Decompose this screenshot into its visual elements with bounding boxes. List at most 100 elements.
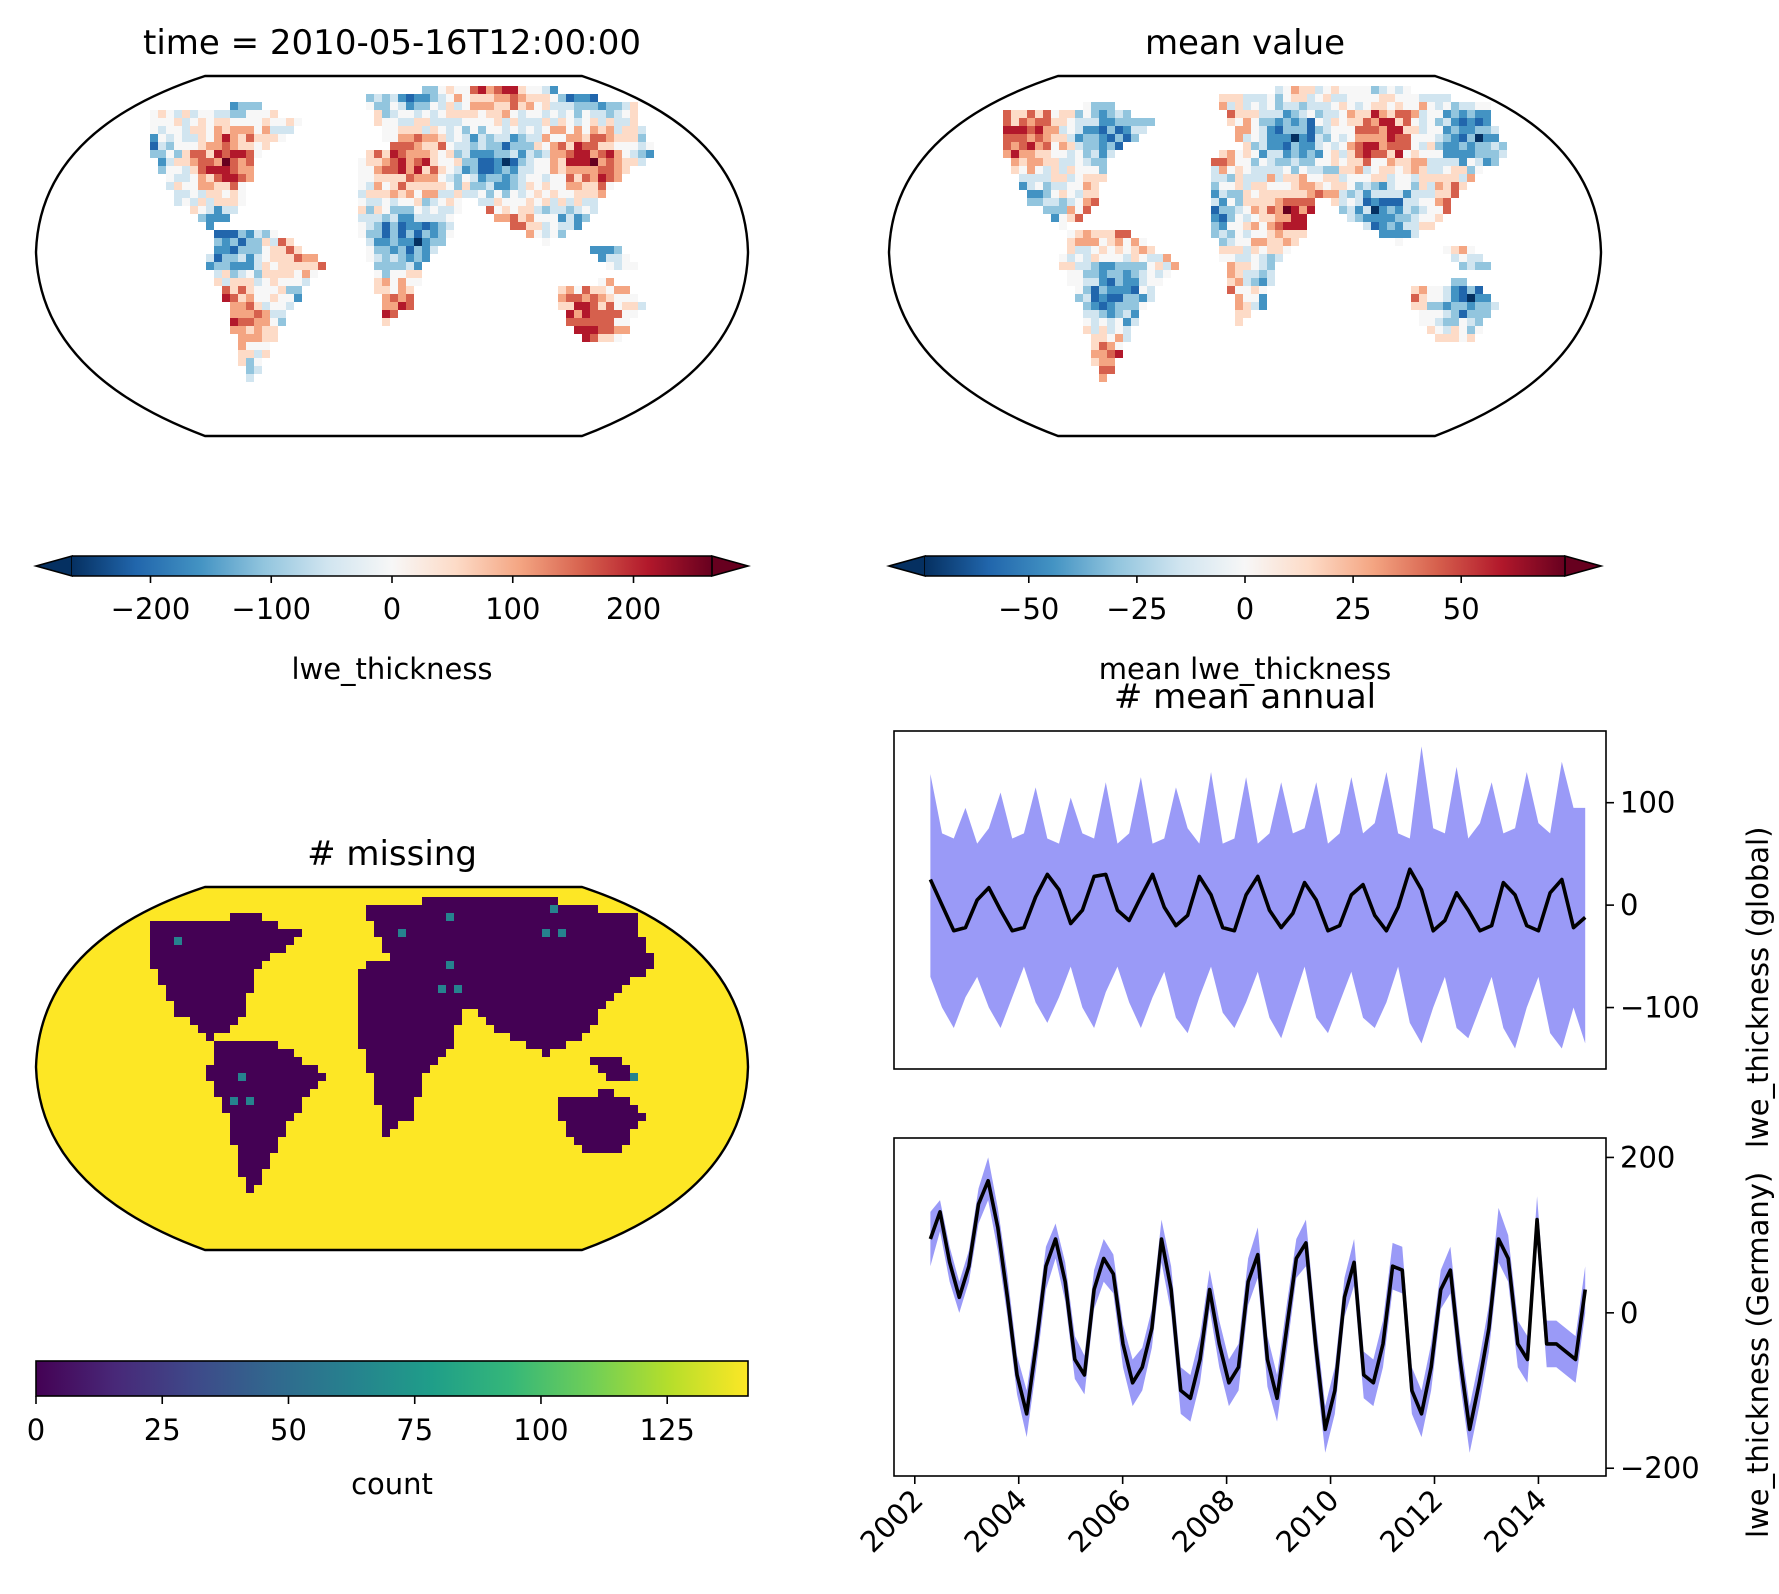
grid-cell — [1403, 102, 1411, 110]
grid-cell — [254, 961, 262, 969]
grid-cell — [1363, 86, 1371, 94]
grid-cell — [262, 286, 270, 294]
grid-cell — [302, 270, 310, 278]
grid-cell — [222, 945, 230, 953]
grid-cell — [174, 969, 182, 977]
grid-cell — [1291, 86, 1299, 94]
grid-cell — [1395, 166, 1403, 174]
grid-cell — [270, 1073, 278, 1081]
grid-cell — [206, 977, 214, 985]
grid-cell — [1395, 190, 1403, 198]
grid-cell — [246, 238, 254, 246]
grid-cell — [614, 334, 622, 342]
grid-cell — [502, 206, 510, 214]
grid-cell — [430, 913, 438, 921]
grid-cell — [190, 190, 198, 198]
grid-cell — [254, 142, 262, 150]
grid-cell — [246, 1113, 254, 1121]
grid-cell — [1339, 94, 1347, 102]
grid-cell — [1291, 102, 1299, 110]
grid-cell — [470, 118, 478, 126]
grid-cell — [1099, 158, 1107, 166]
grid-cell — [254, 246, 262, 254]
grid-cell — [1331, 142, 1339, 150]
grid-cell — [454, 913, 462, 921]
grid-cell — [494, 94, 502, 102]
grid-cell — [230, 977, 238, 985]
grid-cell — [494, 1009, 502, 1017]
grid-cell — [1379, 110, 1387, 118]
grid-cell — [542, 905, 550, 913]
grid-cell — [270, 1105, 278, 1113]
grid-cell — [550, 126, 558, 134]
grid-cell — [398, 246, 406, 254]
grid-cell — [1315, 142, 1323, 150]
grid-cell — [574, 110, 582, 118]
grid-cell — [238, 302, 246, 310]
colorbar-label: lwe_thickness — [291, 652, 492, 686]
grid-cell — [206, 1009, 214, 1017]
grid-cell — [230, 937, 238, 945]
grid-cell — [1211, 222, 1219, 230]
grid-cell — [1227, 222, 1235, 230]
grid-cell — [422, 182, 430, 190]
grid-cell — [606, 1113, 614, 1121]
grid-cell — [558, 945, 566, 953]
grid-cell — [166, 969, 174, 977]
grid-cell — [174, 953, 182, 961]
grid-cell — [598, 310, 606, 318]
grid-cell — [606, 294, 614, 302]
grid-cell — [198, 1001, 206, 1009]
mean-line — [928, 867, 1587, 933]
grid-cell — [582, 110, 590, 118]
grid-cell — [1459, 142, 1467, 150]
grid-cell — [494, 182, 502, 190]
grid-cell — [1027, 118, 1035, 126]
grid-cell — [182, 937, 190, 945]
grid-cell — [614, 1105, 622, 1113]
grid-cell — [222, 1049, 230, 1057]
grid-cell — [262, 1121, 270, 1129]
grid-cell — [174, 921, 182, 929]
grid-cell — [214, 993, 222, 1001]
grid-cell — [414, 1049, 422, 1057]
grid-cell — [446, 158, 454, 166]
grid-cell — [1419, 126, 1427, 134]
grid-cell — [446, 977, 454, 985]
grid-cell — [246, 334, 254, 342]
grid-cell — [542, 150, 550, 158]
grid-cell — [270, 238, 278, 246]
grid-cell — [622, 1129, 630, 1137]
grid-cell — [214, 246, 222, 254]
grid-cell — [614, 110, 622, 118]
grid-cell — [638, 945, 646, 953]
grid-cell — [398, 294, 406, 302]
grid-cell — [454, 110, 462, 118]
grid-cell — [262, 929, 270, 937]
grid-cell — [622, 134, 630, 142]
grid-cell — [1067, 278, 1075, 286]
grid-cell — [166, 134, 174, 142]
colorbar-bar — [925, 556, 1565, 576]
grid-cell — [190, 158, 198, 166]
grid-cell — [1019, 126, 1027, 134]
grid-cell — [1059, 254, 1067, 262]
grid-cell — [1339, 150, 1347, 158]
grid-cell — [494, 913, 502, 921]
grid-cell — [1443, 102, 1451, 110]
grid-cell — [1291, 198, 1299, 206]
grid-cell — [206, 961, 214, 969]
grid-cell — [606, 1137, 614, 1145]
grid-cell — [566, 921, 574, 929]
grid-cell — [294, 1073, 302, 1081]
grid-cell — [1211, 158, 1219, 166]
grid-cell — [222, 1041, 230, 1049]
grid-cell — [1123, 302, 1131, 310]
grid-cell — [262, 254, 270, 262]
land-field-time — [150, 86, 654, 382]
grid-cell — [222, 166, 230, 174]
grid-cell — [246, 174, 254, 182]
grid-cell — [1227, 238, 1235, 246]
grid-cell — [1443, 118, 1451, 126]
grid-cell — [246, 1145, 254, 1153]
